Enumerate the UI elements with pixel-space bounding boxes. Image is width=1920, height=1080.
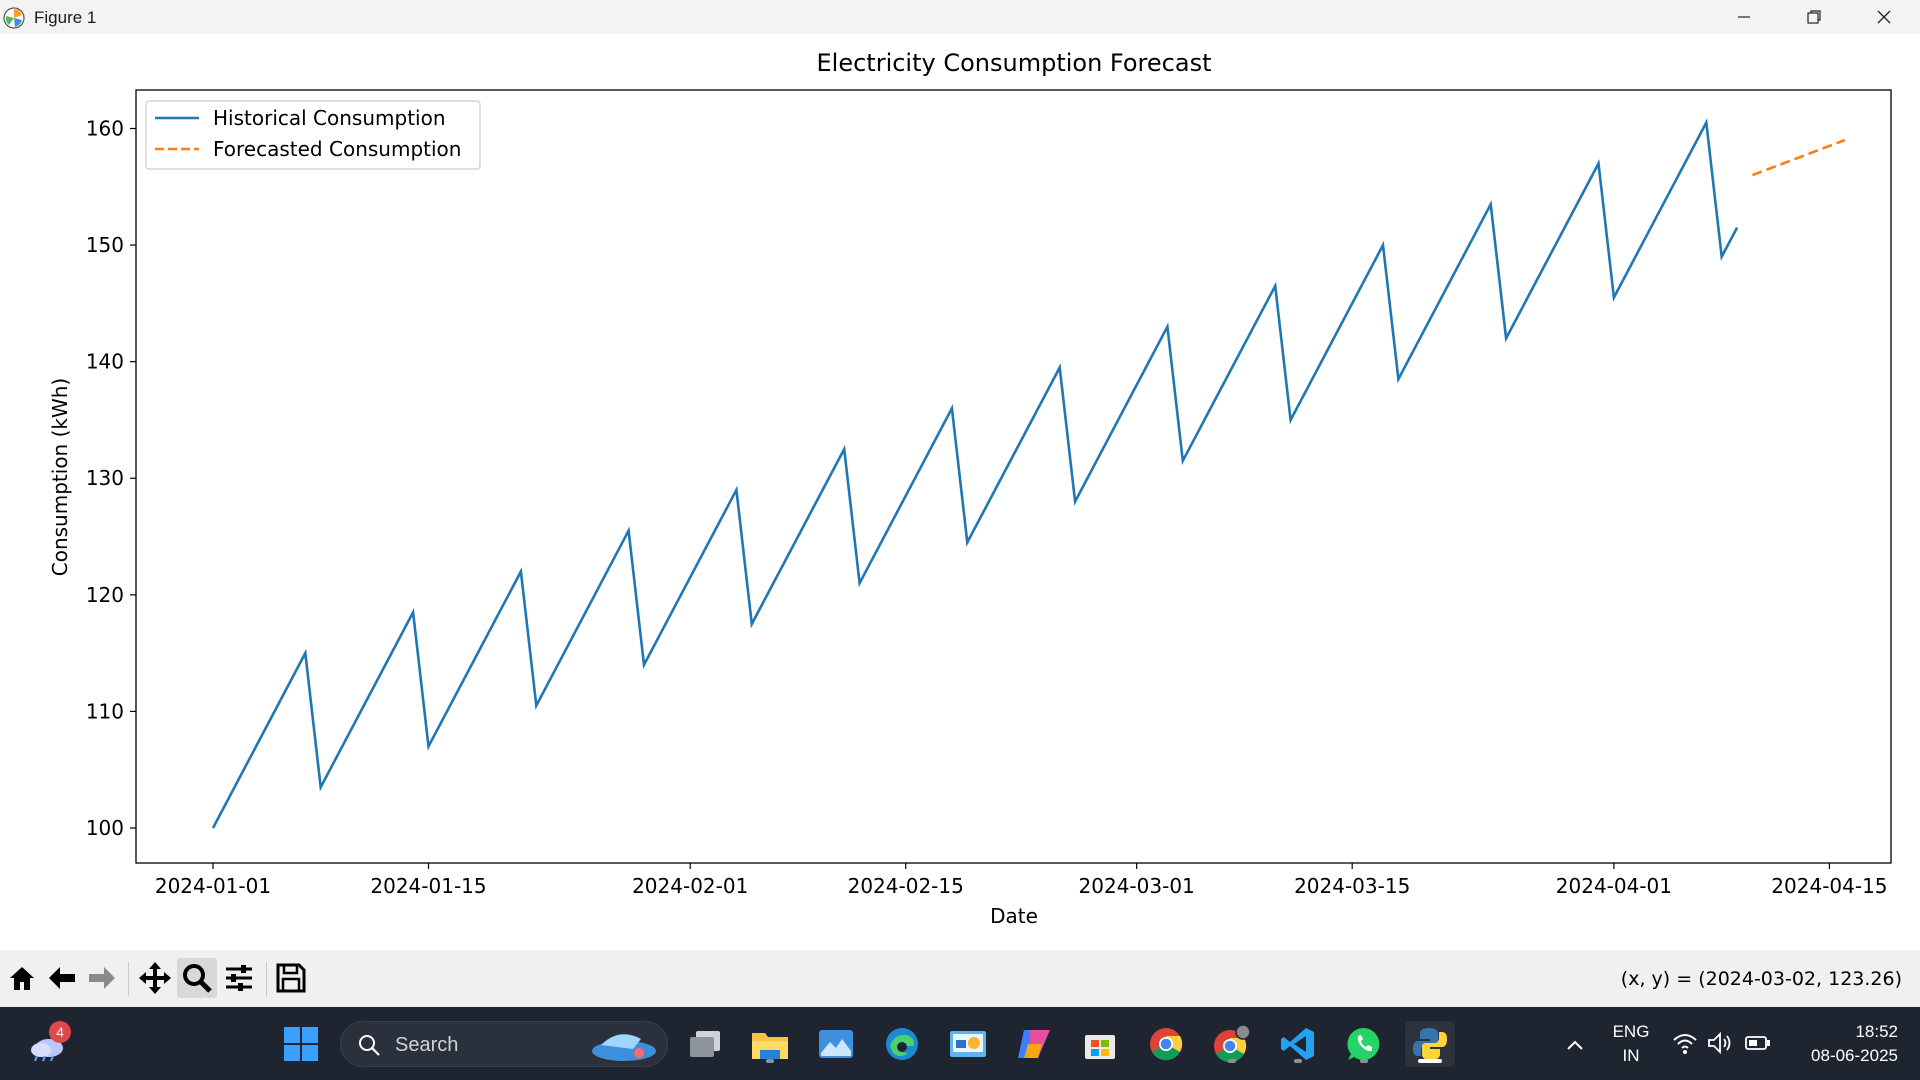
- x-tick-label: 2024-02-01: [632, 874, 748, 898]
- region-code: IN: [1622, 1046, 1640, 1065]
- edge-browser-button[interactable]: [879, 1021, 925, 1067]
- zoom-icon: [183, 964, 212, 993]
- copilot-button[interactable]: [1011, 1021, 1057, 1067]
- restore-button[interactable]: [1779, 0, 1849, 34]
- cursor-coordinates: (x, y) = (2024-03-02, 123.26): [1620, 968, 1902, 990]
- x-tick-label: 2024-04-01: [1556, 874, 1672, 898]
- forward-icon: [89, 967, 115, 989]
- back-icon: [49, 967, 75, 989]
- historical-consumption-line: [211, 118, 1739, 829]
- vscode-button[interactable]: [1275, 1021, 1321, 1067]
- chrome-icon: [1150, 1028, 1183, 1061]
- system-tray-status[interactable]: [1672, 1029, 1772, 1059]
- zoom-button[interactable]: [177, 958, 217, 998]
- search-highlight-icon: [592, 1034, 656, 1061]
- x-tick-label: 2024-03-15: [1294, 874, 1410, 898]
- x-tick-label: 2024-01-01: [155, 874, 271, 898]
- y-tick-label: 110: [86, 699, 124, 723]
- file-explorer-button[interactable]: [747, 1021, 793, 1067]
- language-indicator[interactable]: ENG IN: [1606, 1019, 1656, 1069]
- x-tick-label: 2024-03-01: [1079, 874, 1195, 898]
- save-icon: [276, 963, 306, 993]
- forecasted-consumption-line: [1751, 138, 1846, 177]
- chart-title: Electricity Consumption Forecast: [817, 49, 1212, 77]
- whatsapp-icon: [1347, 1027, 1380, 1060]
- legend-box: [145, 100, 481, 170]
- back-button[interactable]: [42, 958, 82, 998]
- line-chart: Electricity Consumption Forecast 2024-01…: [48, 49, 1892, 928]
- photos-app-button[interactable]: [813, 1021, 859, 1067]
- vscode-icon: [1281, 1028, 1314, 1060]
- photos-icon: [819, 1030, 853, 1058]
- y-tick-label: 150: [86, 233, 124, 257]
- toolbar-separator: [266, 962, 267, 996]
- weather-cloud-icon: [31, 1039, 63, 1062]
- save-button[interactable]: [271, 958, 311, 998]
- y-tick-label: 100: [86, 816, 124, 840]
- whatsapp-button[interactable]: [1341, 1021, 1387, 1067]
- control-panel-button[interactable]: [945, 1021, 991, 1067]
- clock-date: 08-06-2025: [1811, 1046, 1898, 1065]
- search-icon: [359, 1035, 380, 1056]
- configure-icon: [226, 965, 252, 991]
- pan-button[interactable]: [135, 958, 175, 998]
- navigation-toolbar: (x, y) = (2024-03-02, 123.26): [0, 950, 1920, 1007]
- task-view-icon: [690, 1031, 720, 1057]
- notification-badge: 4: [49, 1021, 71, 1043]
- pan-icon: [139, 962, 171, 994]
- weather-widget[interactable]: [24, 1021, 70, 1067]
- window-title: Figure 1: [34, 8, 97, 27]
- y-axis-label: Consumption (kWh): [48, 378, 72, 576]
- forward-button[interactable]: [82, 958, 122, 998]
- y-tick-label: 160: [86, 116, 124, 140]
- configure-subplots-button[interactable]: [219, 958, 259, 998]
- x-tick-label: 2024-01-15: [370, 874, 486, 898]
- close-icon: [1877, 10, 1891, 24]
- axes-frame: [135, 89, 1892, 864]
- legend-historical-label: Historical Consumption: [213, 106, 446, 130]
- clock[interactable]: 18:52 08-06-2025: [1788, 1019, 1898, 1069]
- copilot-icon: [1018, 1030, 1050, 1058]
- restore-icon: [1807, 10, 1821, 24]
- python-figure-button[interactable]: [1405, 1021, 1455, 1067]
- legend: Historical Consumption Forecasted Consum…: [145, 100, 481, 170]
- chevron-up-icon: [1567, 1040, 1583, 1050]
- taskbar-search[interactable]: Search: [340, 1021, 668, 1067]
- chrome-profile-icon: [1214, 1024, 1251, 1063]
- toolbar-separator: [128, 962, 129, 996]
- home-icon: [10, 967, 34, 990]
- task-view-button[interactable]: [682, 1021, 728, 1067]
- microsoft-store-button[interactable]: [1077, 1021, 1123, 1067]
- x-axis-label: Date: [990, 904, 1038, 928]
- y-tick-label: 140: [86, 350, 124, 374]
- minimize-icon: [1738, 16, 1750, 18]
- y-tick-label: 130: [86, 466, 124, 490]
- search-placeholder: Search: [395, 1034, 459, 1056]
- legend-forecast-label: Forecasted Consumption: [213, 137, 461, 161]
- title-bar: Figure 1: [0, 0, 1920, 34]
- clock-time: 18:52: [1855, 1022, 1898, 1041]
- store-icon: [1085, 1035, 1115, 1059]
- python-icon: [1413, 1028, 1447, 1060]
- start-button[interactable]: [278, 1021, 324, 1067]
- home-button[interactable]: [2, 958, 42, 998]
- chrome-profile-button[interactable]: [1209, 1021, 1255, 1067]
- folder-icon: [752, 1033, 788, 1059]
- close-button[interactable]: [1849, 0, 1919, 34]
- minimize-button[interactable]: [1709, 0, 1779, 34]
- x-tick-label: 2024-04-15: [1771, 874, 1887, 898]
- wifi-icon: [1673, 1034, 1697, 1054]
- language-code: ENG: [1612, 1022, 1650, 1041]
- show-hidden-icons-button[interactable]: [1560, 1032, 1590, 1058]
- x-tick-label: 2024-02-15: [848, 874, 964, 898]
- y-tick-label: 120: [86, 583, 124, 607]
- dashboard-icon: [950, 1031, 986, 1057]
- volume-icon: [1708, 1032, 1731, 1054]
- battery-icon: [1745, 1036, 1770, 1050]
- edge-icon: [886, 1028, 918, 1060]
- taskbar: Search ENG IN: [0, 1007, 1920, 1080]
- chrome-button[interactable]: [1143, 1021, 1189, 1067]
- windows-logo-icon: [284, 1027, 318, 1061]
- matplotlib-icon: [3, 7, 25, 29]
